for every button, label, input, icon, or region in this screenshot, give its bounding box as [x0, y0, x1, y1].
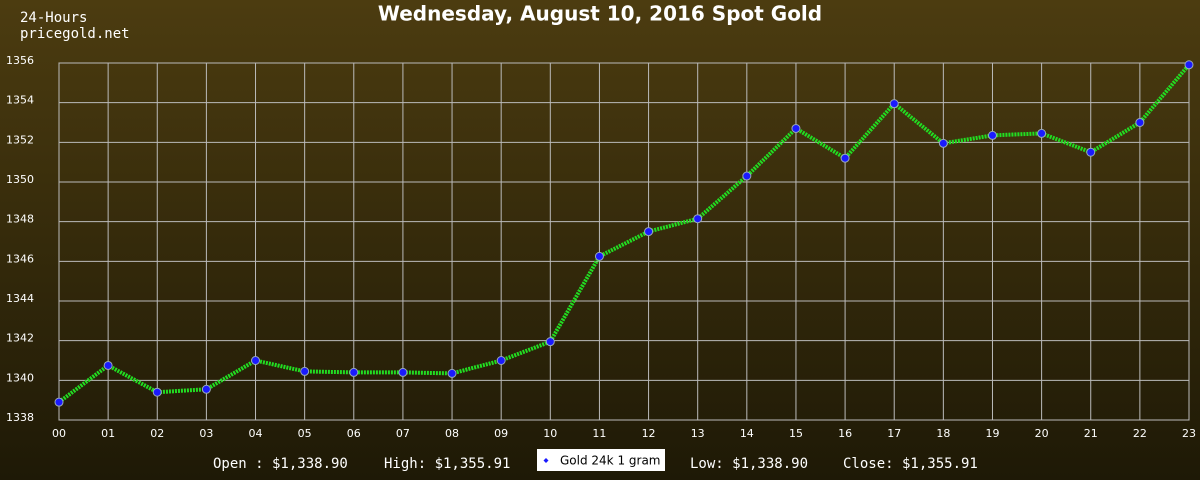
- chart-title: Wednesday, August 10, 2016 Spot Gold: [378, 2, 822, 26]
- stat-label: Open : $1,338.90: [213, 456, 348, 472]
- data-point: [742, 171, 752, 181]
- x-tick-label: 02: [150, 427, 164, 440]
- legend-box: [537, 449, 665, 471]
- y-tick-label: 1354: [6, 94, 34, 107]
- y-tick-label: 1344: [6, 292, 34, 305]
- x-tick-label: 19: [985, 427, 999, 440]
- x-tick-label: 15: [789, 427, 803, 440]
- series-line: [57, 63, 1191, 404]
- y-tick-label: 1338: [6, 411, 34, 424]
- data-point: [54, 397, 64, 407]
- stat-label: High: $1,355.91: [384, 456, 510, 472]
- x-tick-label: 20: [1035, 427, 1049, 440]
- x-tick-label: 04: [249, 427, 263, 440]
- legend-marker: [543, 458, 549, 463]
- data-point: [349, 367, 359, 377]
- x-tick-label: 17: [887, 427, 901, 440]
- x-tick-label: 23: [1182, 427, 1196, 440]
- y-tick-label: 1342: [6, 332, 34, 345]
- data-point: [1037, 128, 1047, 138]
- x-tick-label: 16: [838, 427, 852, 440]
- header-line: pricegold.net: [20, 26, 130, 42]
- data-point: [251, 356, 261, 365]
- x-tick-label: 11: [592, 427, 606, 440]
- x-tick-label: 21: [1084, 427, 1098, 440]
- data-point: [938, 138, 948, 148]
- x-tick-label: 07: [396, 427, 410, 440]
- data-point: [103, 360, 113, 370]
- data-point: [594, 251, 604, 261]
- x-tick-label: 18: [936, 427, 950, 440]
- x-tick-label: 14: [740, 427, 754, 440]
- data-point: [1135, 118, 1145, 127]
- x-tick-label: 06: [347, 427, 361, 440]
- data-point: [840, 153, 850, 163]
- data-point: [201, 384, 211, 394]
- x-tick-label: 00: [52, 427, 66, 440]
- data-point: [644, 227, 654, 237]
- y-tick-label: 1352: [6, 133, 34, 146]
- x-tick-label: 12: [642, 427, 656, 440]
- y-tick-label: 1356: [6, 54, 34, 67]
- y-tick-label: 1346: [6, 252, 34, 265]
- data-point: [987, 130, 997, 140]
- x-tick-label: 05: [298, 427, 312, 440]
- x-tick-label: 22: [1133, 427, 1147, 440]
- data-point: [791, 123, 801, 133]
- data-point: [398, 367, 408, 377]
- y-tick-label: 1340: [6, 371, 34, 384]
- data-point: [889, 99, 899, 109]
- data-point: [300, 366, 310, 376]
- x-tick-label: 03: [199, 427, 213, 440]
- y-tick-label: 1348: [6, 213, 34, 226]
- x-tick-label: 01: [101, 427, 115, 440]
- stat-label: Low: $1,338.90: [690, 456, 808, 472]
- stat-label: Close: $1,355.91: [843, 456, 978, 472]
- legend-label: Gold 24k 1 gram: [560, 454, 660, 468]
- data-point: [1086, 147, 1096, 157]
- data-point: [693, 214, 703, 224]
- data-point: [1184, 60, 1194, 70]
- data-point: [496, 356, 506, 365]
- x-tick-label: 09: [494, 427, 508, 440]
- data-point: [152, 387, 162, 397]
- x-tick-label: 10: [543, 427, 557, 440]
- x-tick-label: 13: [691, 427, 705, 440]
- data-point: [545, 337, 555, 347]
- data-point: [447, 368, 457, 378]
- y-tick-label: 1350: [6, 173, 34, 186]
- x-tick-label: 08: [445, 427, 459, 440]
- header-line: 24-Hours: [20, 10, 87, 26]
